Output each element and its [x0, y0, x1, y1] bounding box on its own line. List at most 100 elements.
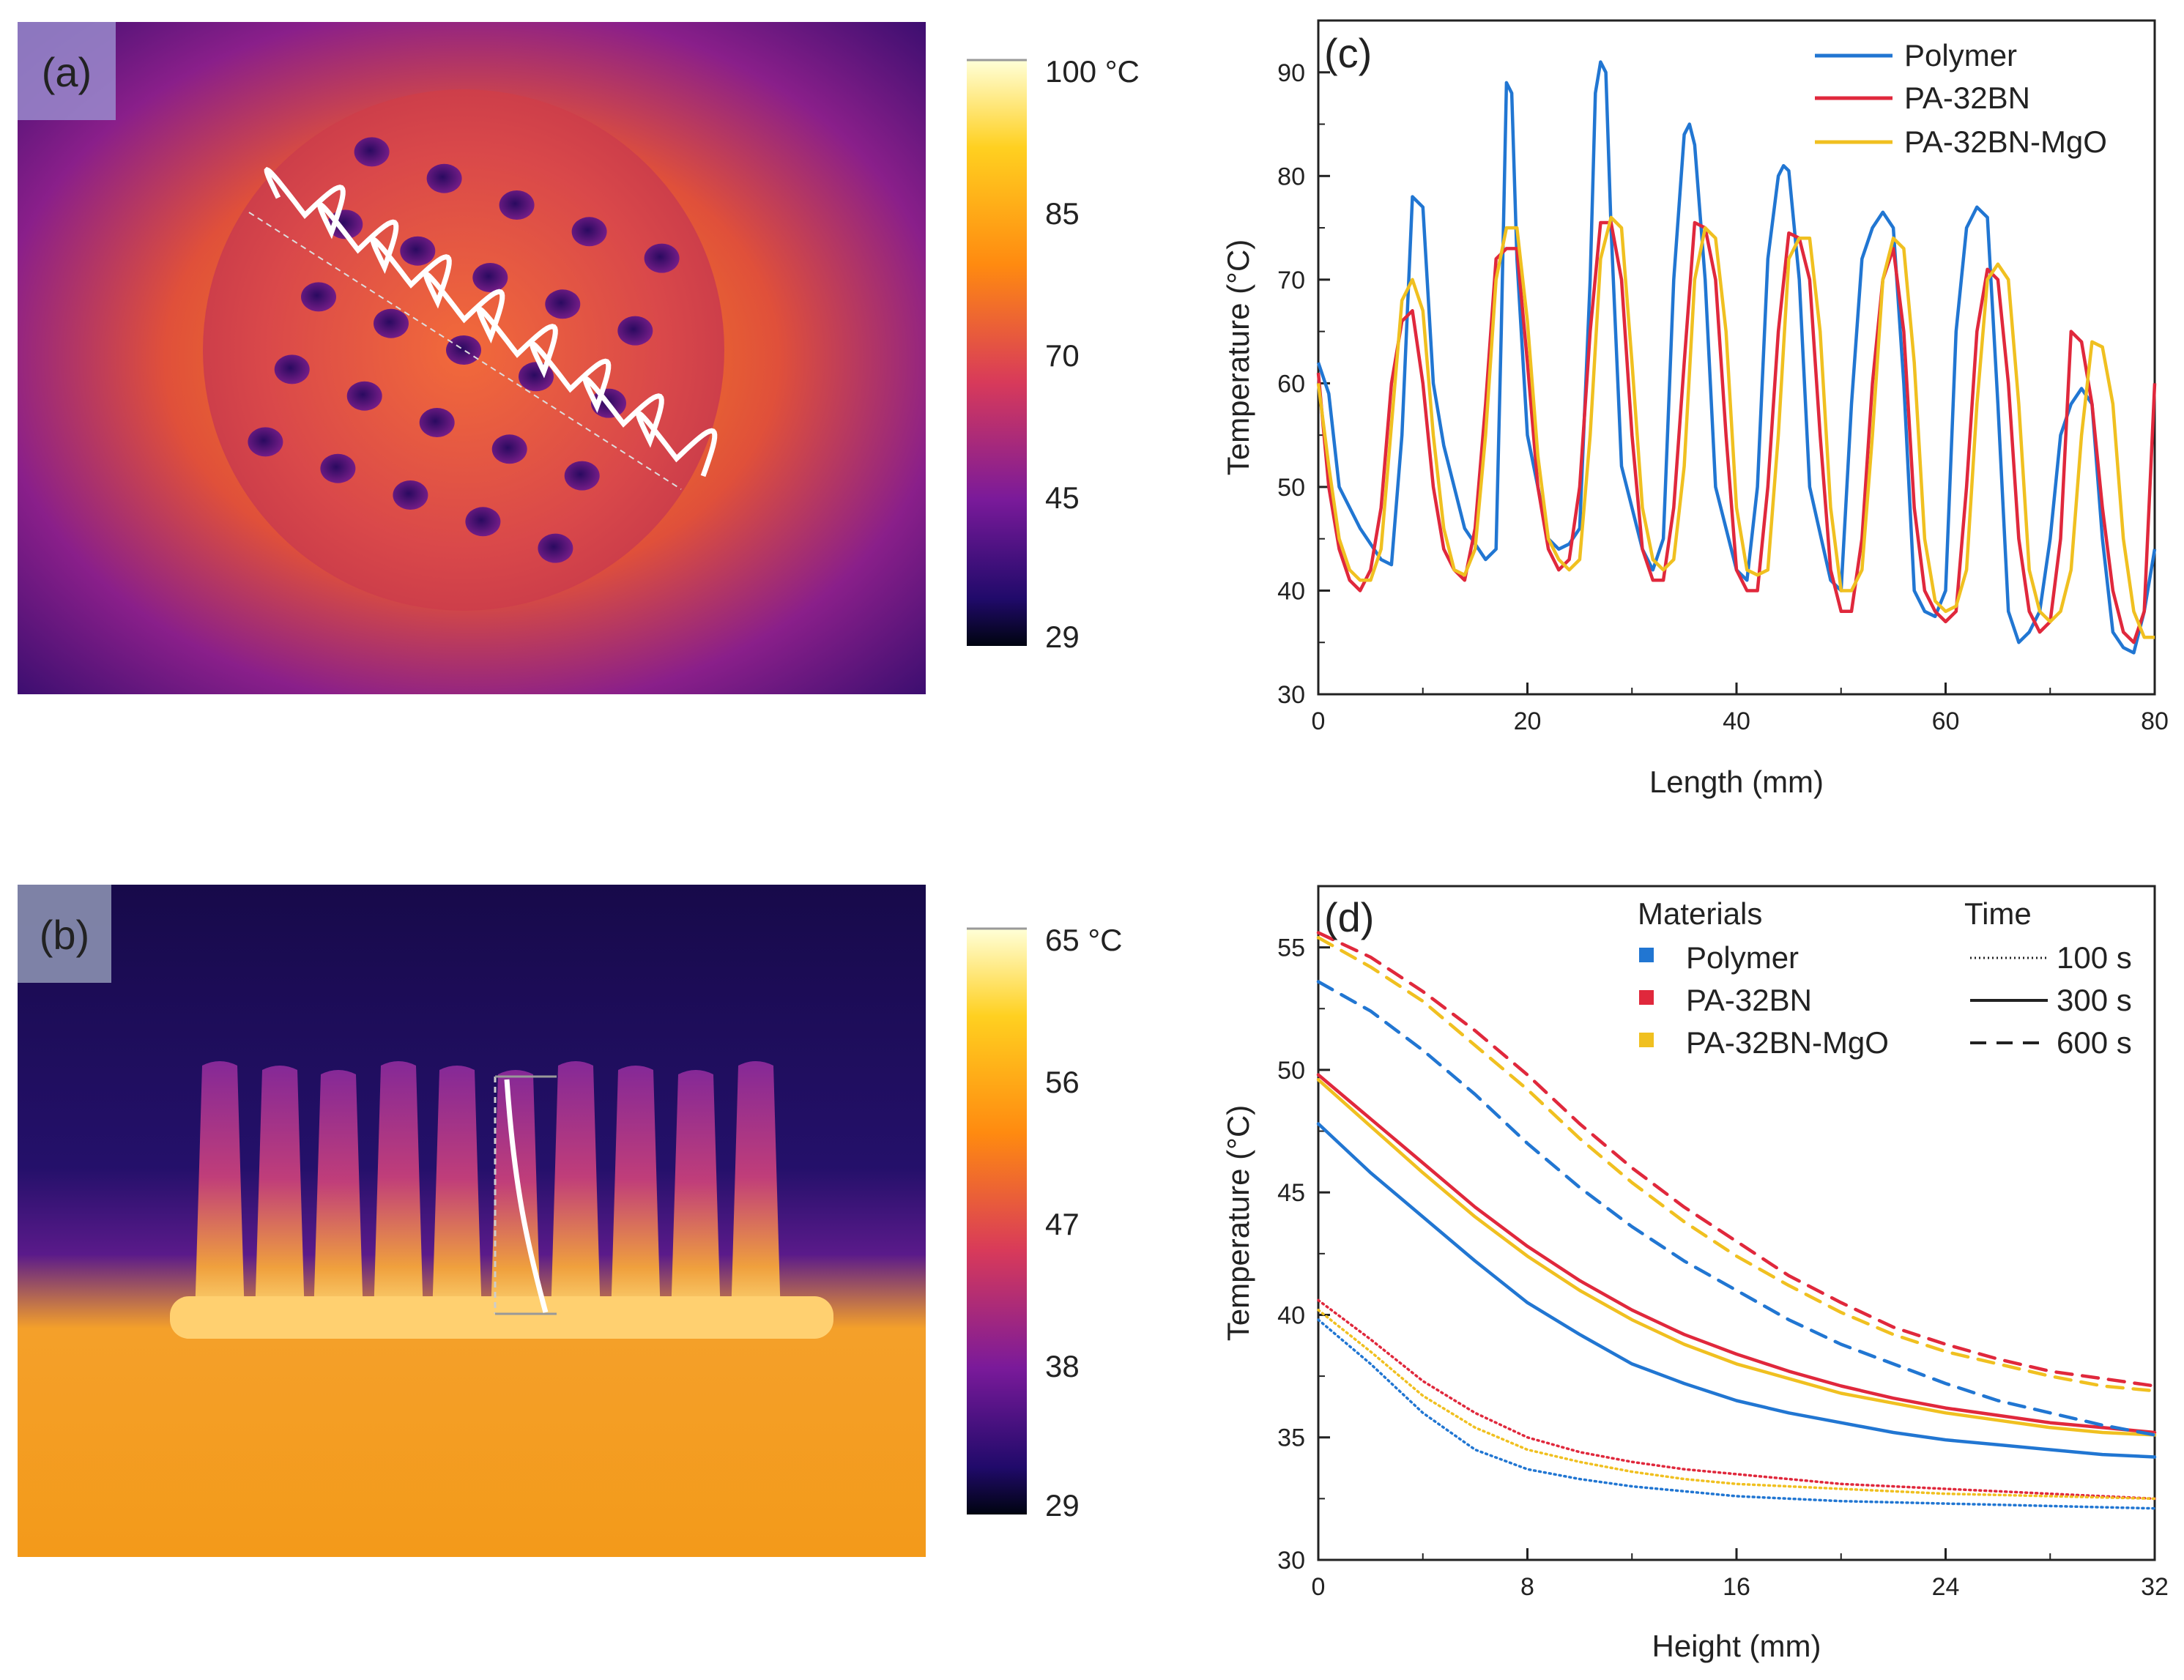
chart-c-series [1316, 60, 2157, 655]
panel-a-tag-box [18, 22, 116, 120]
chart-d-xtick-label: 24 [1932, 1573, 1960, 1601]
legend-d-100s: 100 s [2057, 940, 2132, 975]
chart-d-xtick-label: 16 [1723, 1573, 1750, 1601]
panel-a-tag: (a) [42, 49, 92, 95]
colorbar-a: 100 °C 85 70 45 29 [967, 54, 1140, 654]
chart-c-xtick-label: 0 [1312, 707, 1326, 735]
fin-hole [617, 316, 653, 346]
fin-hole [472, 263, 508, 292]
chart-c-ytick-label: 40 [1277, 577, 1305, 605]
chart-d-ytick-label: 55 [1277, 934, 1305, 962]
colorbar-b-label-38: 38 [1045, 1349, 1080, 1383]
series-c-pa-32bn-mgo [1316, 215, 2155, 639]
panel-b-tag: (b) [40, 912, 89, 958]
fin-hole [374, 308, 409, 338]
legend-d-materials-title: Materials [1638, 896, 1762, 931]
chart-c-ytick-label: 60 [1277, 370, 1305, 398]
fin-hole [644, 243, 680, 273]
colorbar-a-label-100: 100 °C [1045, 54, 1140, 89]
series-d-pa-32bn-mgo-600-s [1316, 936, 2157, 1393]
chart-c-ylabel: Temperature (°C) [1221, 239, 1255, 476]
colorbar-a-label-45: 45 [1045, 480, 1080, 515]
fin-hole [354, 137, 390, 167]
chart-d-ytick-label: 45 [1277, 1179, 1305, 1207]
series-c-pa-32bn [1316, 220, 2157, 644]
legend-d-600s: 600 s [2057, 1025, 2132, 1060]
chart-c-xlabel: Length (mm) [1649, 765, 1824, 799]
chart-c-frame [1317, 19, 2156, 696]
legend-d-300s: 300 s [2057, 983, 2132, 1017]
heat-sink-fin [195, 1061, 245, 1318]
colorbar-b: 65 °C 56 47 38 29 [967, 923, 1123, 1523]
legend-d-polymer: Polymer [1686, 940, 1799, 975]
panel-b-tag-box [18, 885, 111, 983]
fin-hole [564, 461, 600, 491]
chart-c-ytick-label: 50 [1277, 474, 1305, 502]
chart-c-xtick-label: 40 [1723, 707, 1750, 735]
heat-sink-base [170, 1296, 833, 1339]
series-d-pa-32bn-mgo-100-s [1317, 1309, 2156, 1501]
legend-d-pa32bn-swatch [1639, 990, 1654, 1005]
legend-d-time-title: Time [1964, 896, 2032, 931]
temperature-profile-line-b [504, 1079, 549, 1313]
fin-hole [491, 434, 527, 464]
chart-d-ticks: 0 8 16 24 32 30 35 40 45 50 55 [1277, 885, 2169, 1601]
chart-d-xlabel: Height (mm) [1652, 1629, 1821, 1663]
colorbar-b-label-29: 29 [1045, 1488, 1080, 1523]
fin-hole [346, 381, 382, 411]
chart-c-ytick-label: 70 [1277, 267, 1305, 294]
series-d-pa-32bn-mgo-300-s [1316, 1078, 2157, 1437]
series-d-polymer-300-s [1316, 1122, 2157, 1459]
fin-hole [393, 480, 428, 510]
heat-sink-fin [731, 1061, 781, 1318]
chart-d-ytick-label: 40 [1277, 1301, 1305, 1329]
panel-d-tag: (d) [1324, 894, 1374, 940]
chart-d-xtick-label: 0 [1312, 1573, 1326, 1601]
heat-sink-fin [255, 1066, 305, 1318]
temperature-profile-line [264, 166, 718, 477]
fin-holes [248, 137, 680, 563]
fin-hole [499, 190, 535, 220]
fin-hole [301, 282, 336, 312]
colorbar-a-label-29: 29 [1045, 620, 1080, 654]
fin-hole [465, 507, 501, 537]
chart-d-ytick-label: 50 [1277, 1057, 1305, 1085]
chart-c-ytick-label: 90 [1277, 59, 1305, 87]
heat-sink-fin [313, 1070, 363, 1318]
fin-hole [400, 236, 436, 266]
legend-d-pa32bn: PA-32BN [1686, 983, 1812, 1017]
heat-sink-fin [374, 1061, 423, 1318]
fin-hole [426, 163, 462, 193]
series-d-pa-32bn-100-s [1317, 1298, 2156, 1501]
heat-sink-fins [195, 1061, 781, 1318]
panel-b-thermal-image: (b) [18, 885, 926, 1557]
series-d-polymer-600-s [1316, 980, 2157, 1437]
series-d-pa-32bn-300-s [1316, 1073, 2157, 1435]
fin-hole [446, 335, 481, 365]
fin-hole [538, 533, 573, 563]
chart-c-legend: Polymer PA-32BN PA-32BN-MgO [1815, 38, 2107, 159]
fin-hole [545, 289, 581, 319]
legend-d-pa32bnmgo: PA-32BN-MgO [1686, 1025, 1889, 1060]
chart-d: 0 8 16 24 32 30 35 40 45 50 55 (d) Height (mm) Tem… [1221, 885, 2169, 1663]
legend-d-polymer-swatch [1639, 948, 1654, 962]
colorbar-a-label-85: 85 [1045, 196, 1080, 231]
series-d-polymer-100-s [1317, 1318, 2156, 1510]
fin-hole [419, 408, 455, 437]
heat-sink-fin [551, 1061, 601, 1318]
chart-d-xtick-label: 8 [1520, 1573, 1534, 1601]
heat-sink-fin [491, 1070, 541, 1318]
panel-a-thermal-image: (a) [18, 22, 926, 694]
panel-c-tag: (c) [1324, 30, 1372, 76]
series-d-pa-32bn-600-s [1316, 931, 2157, 1388]
legend-c-pa32bnmgo: PA-32BN-MgO [1904, 124, 2107, 159]
chart-d-legend: Materials Polymer PA-32BN PA-32BN-MgO Ti… [1638, 896, 2132, 1060]
series-c-polymer [1316, 60, 2157, 655]
chart-d-xtick-label: 32 [2141, 1573, 2169, 1601]
fin-hole [274, 354, 310, 384]
colorbar-b-label-65: 65 °C [1045, 923, 1123, 957]
colorbar-b-label-56: 56 [1045, 1065, 1080, 1099]
fin-hole [320, 453, 356, 483]
